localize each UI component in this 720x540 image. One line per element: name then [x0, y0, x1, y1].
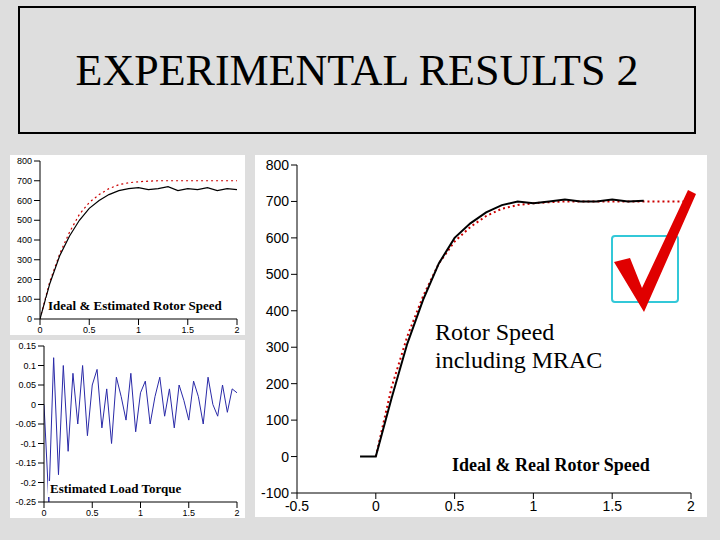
- svg-text:2: 2: [687, 498, 695, 514]
- html-text:Estimated Load Torque: Estimated Load Torque: [50, 481, 182, 496]
- svg-text:1.5: 1.5: [602, 498, 622, 514]
- html-text:EXPERIMENTAL RESULTS 2: EXPERIMENTAL RESULTS 2: [75, 45, 639, 95]
- svg-text:-0.5: -0.5: [284, 497, 310, 514]
- svg-text:600: 600: [17, 196, 32, 206]
- svg-text:2: 2: [234, 325, 239, 335]
- svg-text:1: 1: [138, 508, 143, 518]
- svg-text:1: 1: [530, 498, 538, 514]
- svg-text:800: 800: [17, 156, 32, 166]
- svg-text:-0.15: -0.15: [15, 458, 36, 468]
- svg-text:0.5: 0.5: [86, 508, 99, 518]
- svg-text:100: 100: [266, 412, 290, 428]
- svg-text:400: 400: [17, 235, 32, 245]
- svg-text:0.1: 0.1: [23, 361, 36, 371]
- svg-text:1.5: 1.5: [182, 508, 195, 518]
- svg-text:0: 0: [281, 449, 289, 465]
- svg-text:200: 200: [266, 376, 290, 392]
- svg-text:-0.25: -0.25: [15, 497, 36, 507]
- svg-text:0: 0: [372, 498, 380, 514]
- svg-text:200: 200: [17, 275, 32, 285]
- svg-text:0: 0: [41, 508, 46, 518]
- html-text:Ideal & Real Rotor Speed: Ideal & Real Rotor Speed: [452, 455, 650, 475]
- svg-text:0: 0: [37, 325, 42, 335]
- svg-text:2: 2: [234, 508, 239, 518]
- svg-text:0: 0: [31, 400, 36, 410]
- svg-text:-0.2: -0.2: [20, 478, 36, 488]
- svg-text:0.05: 0.05: [18, 380, 36, 390]
- svg-text:500: 500: [17, 215, 32, 225]
- svg-text:500: 500: [266, 266, 290, 282]
- svg-text:-0.1: -0.1: [20, 439, 36, 449]
- svg-text:0.5: 0.5: [445, 498, 465, 514]
- svg-text:0.15: 0.15: [18, 341, 36, 351]
- svg-text:700: 700: [17, 176, 32, 186]
- svg-text:0.5: 0.5: [83, 325, 96, 335]
- svg-text:300: 300: [266, 339, 290, 355]
- svg-text:0: 0: [27, 314, 32, 324]
- svg-text:100: 100: [17, 294, 32, 304]
- svg-text:400: 400: [266, 303, 290, 319]
- html-text:Ideal & Estimated Rotor Speed: Ideal & Estimated Rotor Speed: [48, 298, 222, 313]
- svg-text:1: 1: [136, 325, 141, 335]
- svg-text:300: 300: [17, 255, 32, 265]
- svg-text:-0.05: -0.05: [15, 419, 36, 429]
- html-text:Rotor Speed including MRAC: Rotor Speed including MRAC: [435, 319, 603, 373]
- svg-text:600: 600: [266, 230, 290, 246]
- svg-text:-100: -100: [261, 485, 289, 501]
- svg-text:800: 800: [266, 157, 290, 173]
- svg-text:1.5: 1.5: [181, 325, 194, 335]
- svg-text:700: 700: [266, 193, 290, 209]
